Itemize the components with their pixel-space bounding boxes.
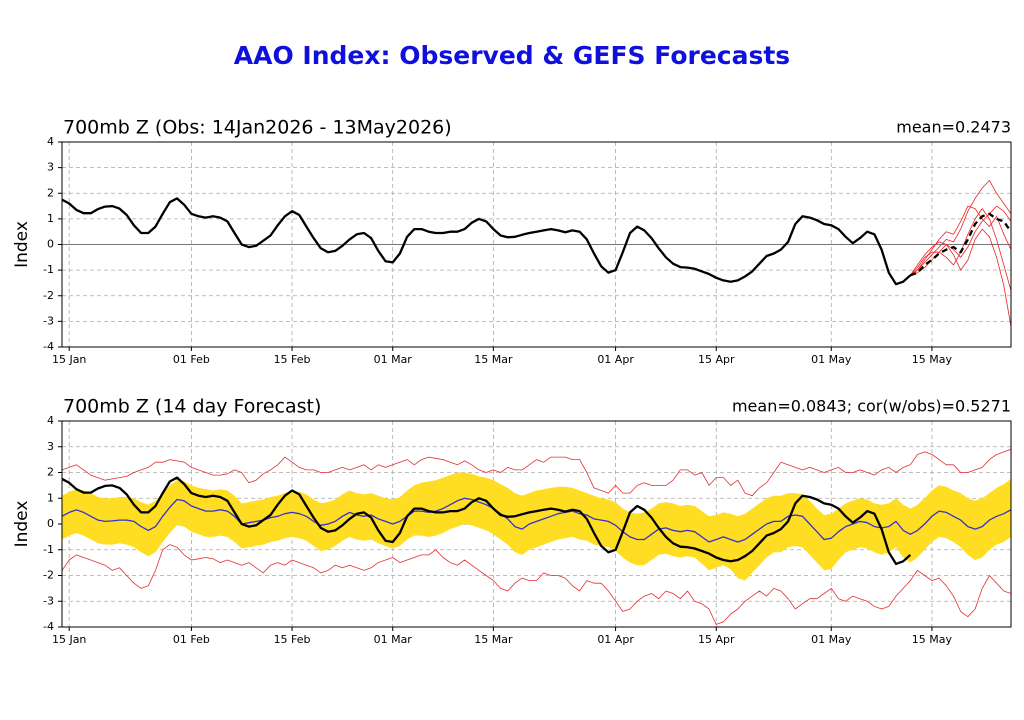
y-tick-label: 1: [47, 212, 54, 225]
y-tick-label: -4: [43, 340, 54, 353]
y-tick-label: -2: [43, 289, 54, 302]
x-tick-label: 01 Mar: [374, 633, 413, 646]
x-tick-label: 15 Mar: [474, 353, 513, 366]
x-tick-label: 01 Apr: [597, 633, 634, 646]
series-line: [909, 228, 1011, 327]
y-tick-label: -1: [43, 543, 54, 556]
panel-title: 700mb Z (Obs: 14Jan2026 - 13May2026): [63, 117, 452, 139]
panel-annotation: mean=0.0843; cor(w/obs)=0.5271: [732, 397, 1011, 416]
x-tick-label: 15 Mar: [474, 633, 513, 646]
y-tick-label: -1: [43, 263, 54, 276]
figure-title: AAO Index: Observed & GEFS Forecasts: [234, 41, 790, 70]
y-tick-label: 1: [47, 491, 54, 504]
series-line: [62, 497, 1011, 543]
y-tick-label: -3: [43, 594, 54, 607]
y-tick-label: -3: [43, 314, 54, 327]
x-tick-label: 15 Jan: [52, 353, 86, 366]
y-tick-label: -4: [43, 620, 54, 633]
y-axis-label: Index: [12, 501, 32, 548]
x-tick-label: 01 May: [811, 633, 852, 646]
plot-area: [62, 180, 1011, 327]
x-tick-label: 01 Apr: [597, 353, 634, 366]
y-tick-label: 3: [47, 161, 54, 174]
y-tick-label: -2: [43, 569, 54, 582]
plot-area: [62, 448, 1011, 625]
y-tick-label: 0: [47, 238, 54, 251]
plot-frame: [61, 420, 1012, 628]
series-line: [909, 212, 1011, 277]
series-line: [62, 476, 912, 566]
x-tick-label: 01 Feb: [173, 633, 210, 646]
y-axis-label: Index: [12, 221, 32, 268]
series-line: [62, 448, 1011, 497]
x-tick-label: 01 Feb: [173, 353, 210, 366]
x-tick-label: 15 Apr: [698, 353, 735, 366]
panel-title: 700mb Z (14 day Forecast): [63, 396, 321, 418]
y-tick-label: 2: [47, 466, 54, 479]
x-tick-label: 15 Feb: [274, 633, 311, 646]
spread-band: [62, 472, 1011, 581]
plot-frame: [61, 141, 1012, 348]
series-line: [910, 205, 1011, 276]
series-line: [910, 205, 1011, 276]
x-tick-label: 15 Jan: [52, 633, 86, 646]
y-tick-label: 3: [47, 440, 54, 453]
x-tick-label: 01 Mar: [374, 353, 413, 366]
series-line: [62, 197, 912, 286]
panel-annotation: mean=0.2473: [896, 118, 1011, 137]
series-line: [62, 544, 1011, 625]
x-tick-label: 15 Feb: [274, 353, 311, 366]
y-tick-label: 4: [47, 135, 54, 148]
y-tick-label: 0: [47, 517, 54, 530]
y-tick-label: 2: [47, 186, 54, 199]
x-tick-label: 15 Apr: [698, 633, 735, 646]
x-tick-label: 01 May: [811, 353, 852, 366]
series-line: [910, 180, 1011, 276]
x-tick-label: 15 May: [912, 353, 953, 366]
y-tick-label: 4: [47, 414, 54, 427]
x-tick-label: 15 May: [912, 633, 953, 646]
